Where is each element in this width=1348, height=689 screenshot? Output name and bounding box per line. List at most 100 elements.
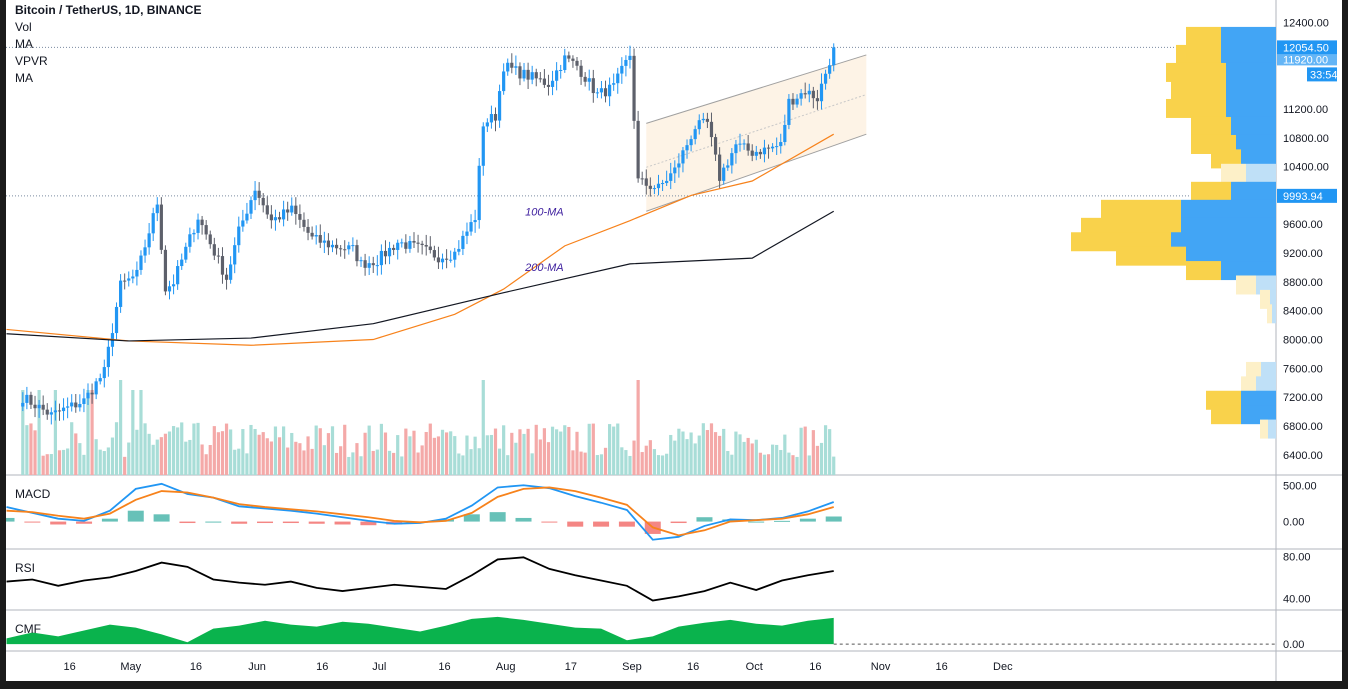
candle-body xyxy=(314,235,318,237)
macd-histogram-bar xyxy=(567,521,584,527)
cmf-area xyxy=(6,616,834,645)
candle-body xyxy=(832,47,836,66)
volume-bar xyxy=(644,445,648,475)
candle-body xyxy=(41,404,45,410)
candle-body xyxy=(33,404,37,409)
volume-bar xyxy=(608,424,612,475)
y-tick-label: 12400.00 xyxy=(1283,18,1329,30)
volume-bar xyxy=(326,433,331,475)
volume-bar xyxy=(591,423,595,475)
candle-body xyxy=(396,242,400,250)
cmf-pane-label[interactable]: CMF xyxy=(15,622,41,636)
volume-bar xyxy=(762,454,767,475)
legend-ma-2[interactable]: MA xyxy=(15,71,33,85)
chart-canvas[interactable]: 16 May 16 Jun 16 Jul 16 Aug 17 Sep 16 Oct 16 Nov 16 Dec… xyxy=(6,0,1342,681)
volume-bar xyxy=(208,445,212,475)
macd-histogram-bar xyxy=(101,518,118,522)
volume-bar xyxy=(563,425,567,475)
candle-body xyxy=(37,404,41,409)
volume-bar xyxy=(37,390,41,475)
vpvr-down-bar xyxy=(1071,232,1171,252)
candle-body xyxy=(579,65,583,77)
candle-body xyxy=(787,98,791,125)
volume-bar xyxy=(412,430,416,475)
vpvr-down-bar xyxy=(1116,246,1186,266)
candle-body xyxy=(302,219,306,227)
macd-histogram-bar xyxy=(463,514,480,522)
candle-body xyxy=(550,80,555,87)
candle-body xyxy=(70,402,74,407)
volume-bar xyxy=(249,424,253,475)
volume-bar xyxy=(795,456,799,475)
volume-bar xyxy=(61,449,66,475)
macd-pane-label[interactable]: MACD xyxy=(15,487,51,501)
candle-body xyxy=(538,78,542,80)
volume-bar xyxy=(485,435,489,475)
volume-bar xyxy=(445,432,449,475)
candle-body xyxy=(587,78,591,82)
volume-bar xyxy=(481,380,485,475)
candle-body xyxy=(106,346,110,368)
volume-bar xyxy=(90,390,94,475)
candle-body xyxy=(730,153,734,166)
volume-bar xyxy=(216,432,220,475)
candle-body xyxy=(306,226,310,233)
candle-body xyxy=(449,259,453,261)
volume-bar xyxy=(224,423,229,475)
candle-body xyxy=(216,255,220,257)
candle-body xyxy=(636,120,640,179)
rsi-pane-label[interactable]: RSI xyxy=(15,561,36,575)
macd-histogram-bar xyxy=(618,521,635,527)
candle-body xyxy=(608,84,612,97)
volume-bar xyxy=(612,426,616,475)
vpvr-down-bar xyxy=(1191,134,1236,154)
candle-body xyxy=(473,220,477,223)
symbol-title[interactable]: Bitcoin / TetherUS, 1D, BINANCE xyxy=(15,3,202,17)
channel-mid-line xyxy=(646,94,867,168)
candle-body xyxy=(167,286,172,292)
volume-bar xyxy=(726,451,730,475)
y-tick-label: 9200.00 xyxy=(1283,248,1323,260)
volume-bar xyxy=(375,449,379,475)
volume-bar xyxy=(693,443,697,475)
candle-body xyxy=(709,121,714,138)
candle-body xyxy=(783,124,787,143)
ma200-label: 200-MA xyxy=(524,262,564,274)
rsi-tick-label: 40.00 xyxy=(1283,593,1311,605)
volume-bar xyxy=(469,449,473,475)
vpvr-up-bar xyxy=(1241,390,1276,410)
vpvr-up-bar xyxy=(1268,419,1276,439)
legend-vpvr[interactable]: VPVR xyxy=(15,54,48,68)
candle-body xyxy=(591,78,595,94)
vpvr-down-bar xyxy=(1206,390,1241,410)
legend-vol[interactable]: Vol xyxy=(15,20,32,34)
volume-bar xyxy=(510,432,514,475)
volume-bar xyxy=(628,455,632,475)
y-tick-label: 7600.00 xyxy=(1283,363,1323,375)
macd-histogram-bar xyxy=(722,519,739,522)
candle-body xyxy=(184,246,188,260)
volume-bar xyxy=(318,428,322,475)
volume-bar xyxy=(640,452,644,475)
candle-body xyxy=(669,173,673,181)
last-price-tag xyxy=(1277,40,1337,55)
macd-histogram-bar xyxy=(127,510,144,522)
candle-body xyxy=(45,409,49,415)
candle-body xyxy=(497,91,502,121)
rsi-tick-label: 80.00 xyxy=(1283,551,1311,563)
macd-histogram-bar xyxy=(825,516,842,522)
vpvr-up-bar xyxy=(1270,289,1276,309)
candle-body xyxy=(200,219,204,226)
y-tick-label: 9600.00 xyxy=(1283,219,1323,231)
volume-bar xyxy=(245,453,249,475)
volume-bar xyxy=(799,427,803,475)
candle-body xyxy=(127,278,131,281)
countdown-text: 33:54 xyxy=(1310,69,1338,81)
candle-body xyxy=(514,66,518,68)
candle-body xyxy=(322,240,326,243)
volume-bar xyxy=(135,429,139,475)
volume-bar xyxy=(106,447,110,475)
legend-ma-1[interactable]: MA xyxy=(15,37,33,51)
volume-bar xyxy=(347,456,351,475)
vpvr-down-bar xyxy=(1176,44,1221,64)
